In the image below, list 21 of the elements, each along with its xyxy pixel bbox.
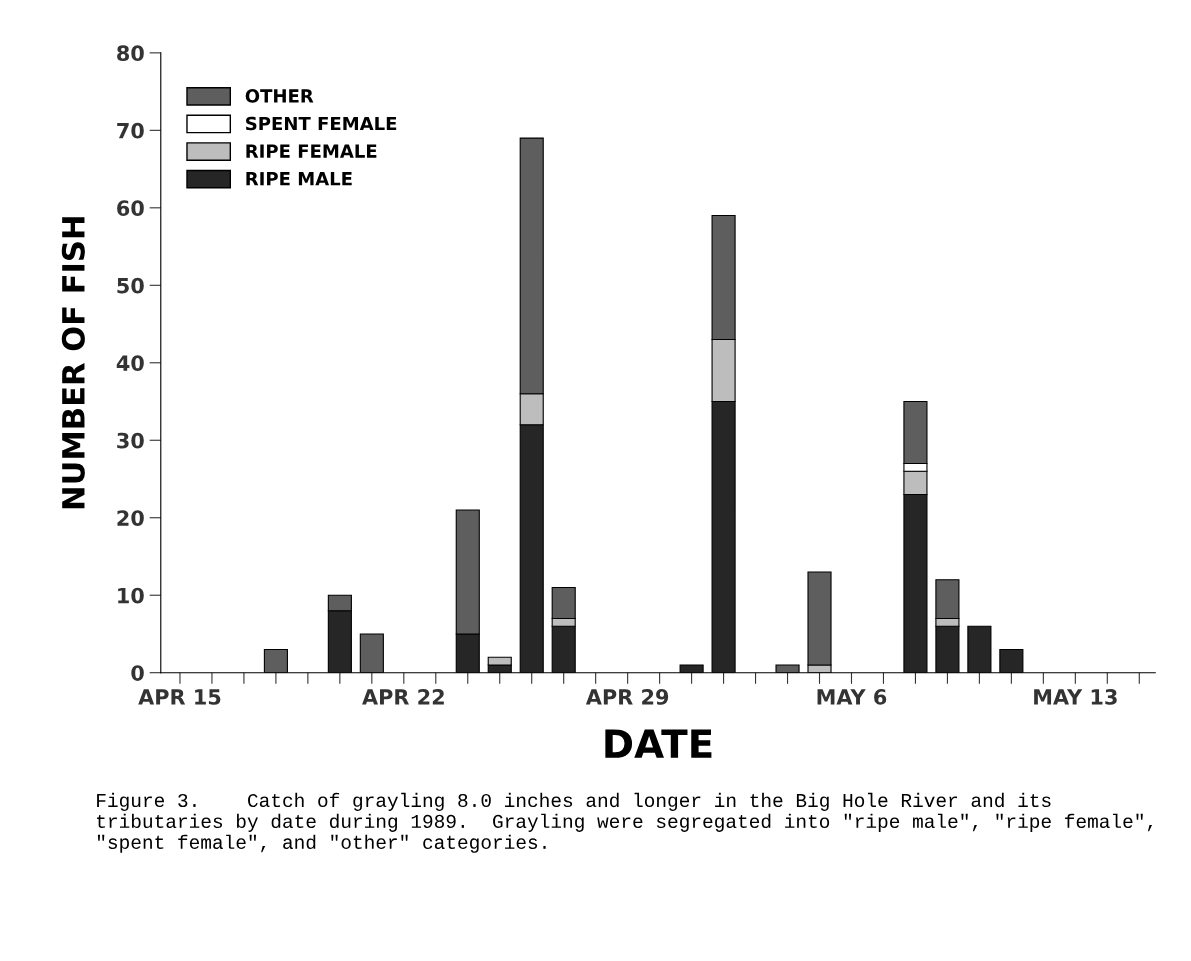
- y-tick-label: 80: [117, 45, 144, 62]
- caption: Figure 3. Catch of grayling 8.0 inches and longer in the Big Hole River and its tributaries by date during 1989. Grayling were segregated into "ripe male", "ripe female", "spent female", and "other" categories.: [97, 792, 1153, 853]
- y-tick-label: 10: [118, 587, 144, 604]
- y-tick-label: 60: [117, 200, 144, 217]
- y-tick-label: 0: [131, 665, 144, 681]
- y-tick-label: 50: [117, 277, 144, 294]
- legend-label: SPENT FEMALE: [246, 116, 397, 131]
- y-tick-label: 70: [117, 122, 144, 139]
- legend-label: RIPE MALE: [246, 172, 352, 186]
- y-tick-label: 20: [117, 510, 144, 526]
- y-axis-title: NUMBER OF FISH: [61, 217, 85, 509]
- y-tick-label: 40: [116, 355, 144, 371]
- x-tick-label: MAY 6: [817, 689, 887, 705]
- y-tick-label: 30: [117, 432, 144, 449]
- x-axis-title: DATE: [605, 729, 712, 758]
- x-tick-label: APR 15: [138, 689, 221, 705]
- legend-label: OTHER: [245, 89, 314, 103]
- x-tick-label: MAY 13: [1034, 689, 1117, 705]
- legend-label: RIPE FEMALE: [246, 144, 377, 158]
- x-tick-label: APR 29: [585, 689, 669, 705]
- x-tick-label: APR 22: [362, 689, 444, 705]
